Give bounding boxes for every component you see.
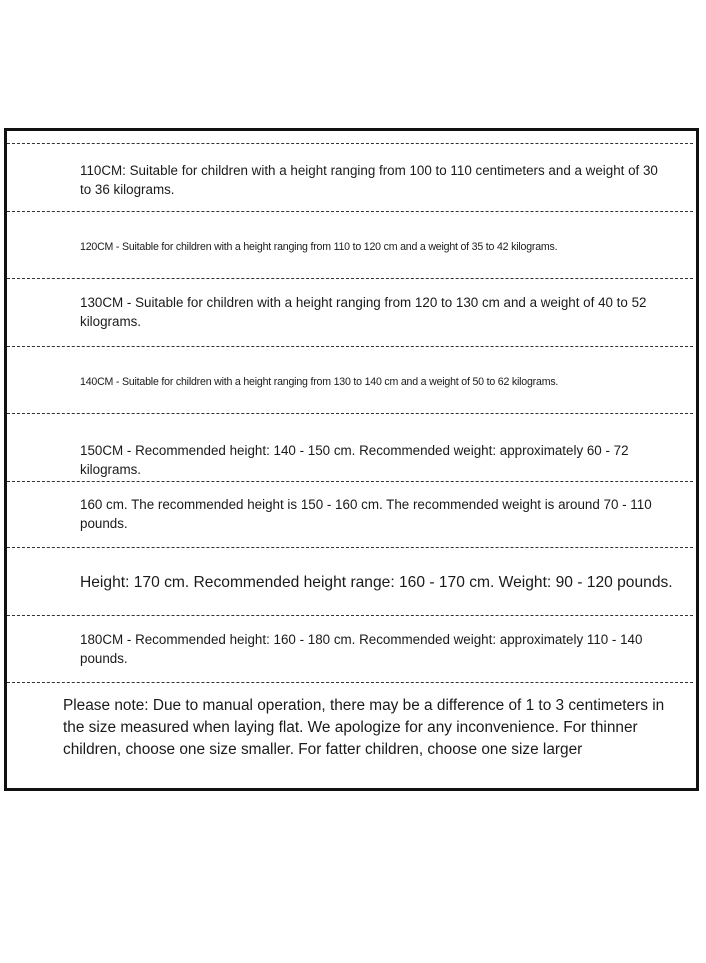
size-row-160: 160 cm. The recommended height is 150 - … (80, 497, 652, 531)
divider (7, 481, 693, 482)
size-row-140: 140CM - Suitable for children with a hei… (80, 376, 559, 388)
size-chart-box (4, 128, 699, 791)
size-row-150: 150CM - Recommended height: 140 - 150 cm… (80, 443, 629, 477)
size-row-130: 130CM - Suitable for children with a hei… (80, 295, 647, 329)
divider (7, 413, 693, 414)
size-row-110: 110CM: Suitable for children with a heig… (80, 163, 658, 197)
divider (7, 211, 693, 212)
divider (7, 615, 693, 616)
divider (7, 682, 693, 683)
size-row-120: 120CM - Suitable for children with a hei… (80, 241, 558, 253)
divider (7, 547, 693, 548)
measurement-note: Please note: Due to manual operation, th… (63, 697, 665, 758)
divider (7, 143, 693, 144)
divider (7, 278, 693, 279)
divider (7, 346, 693, 347)
size-row-170: Height: 170 cm. Recommended height range… (80, 574, 673, 591)
size-row-180: 180CM - Recommended height: 160 - 180 cm… (80, 632, 643, 666)
